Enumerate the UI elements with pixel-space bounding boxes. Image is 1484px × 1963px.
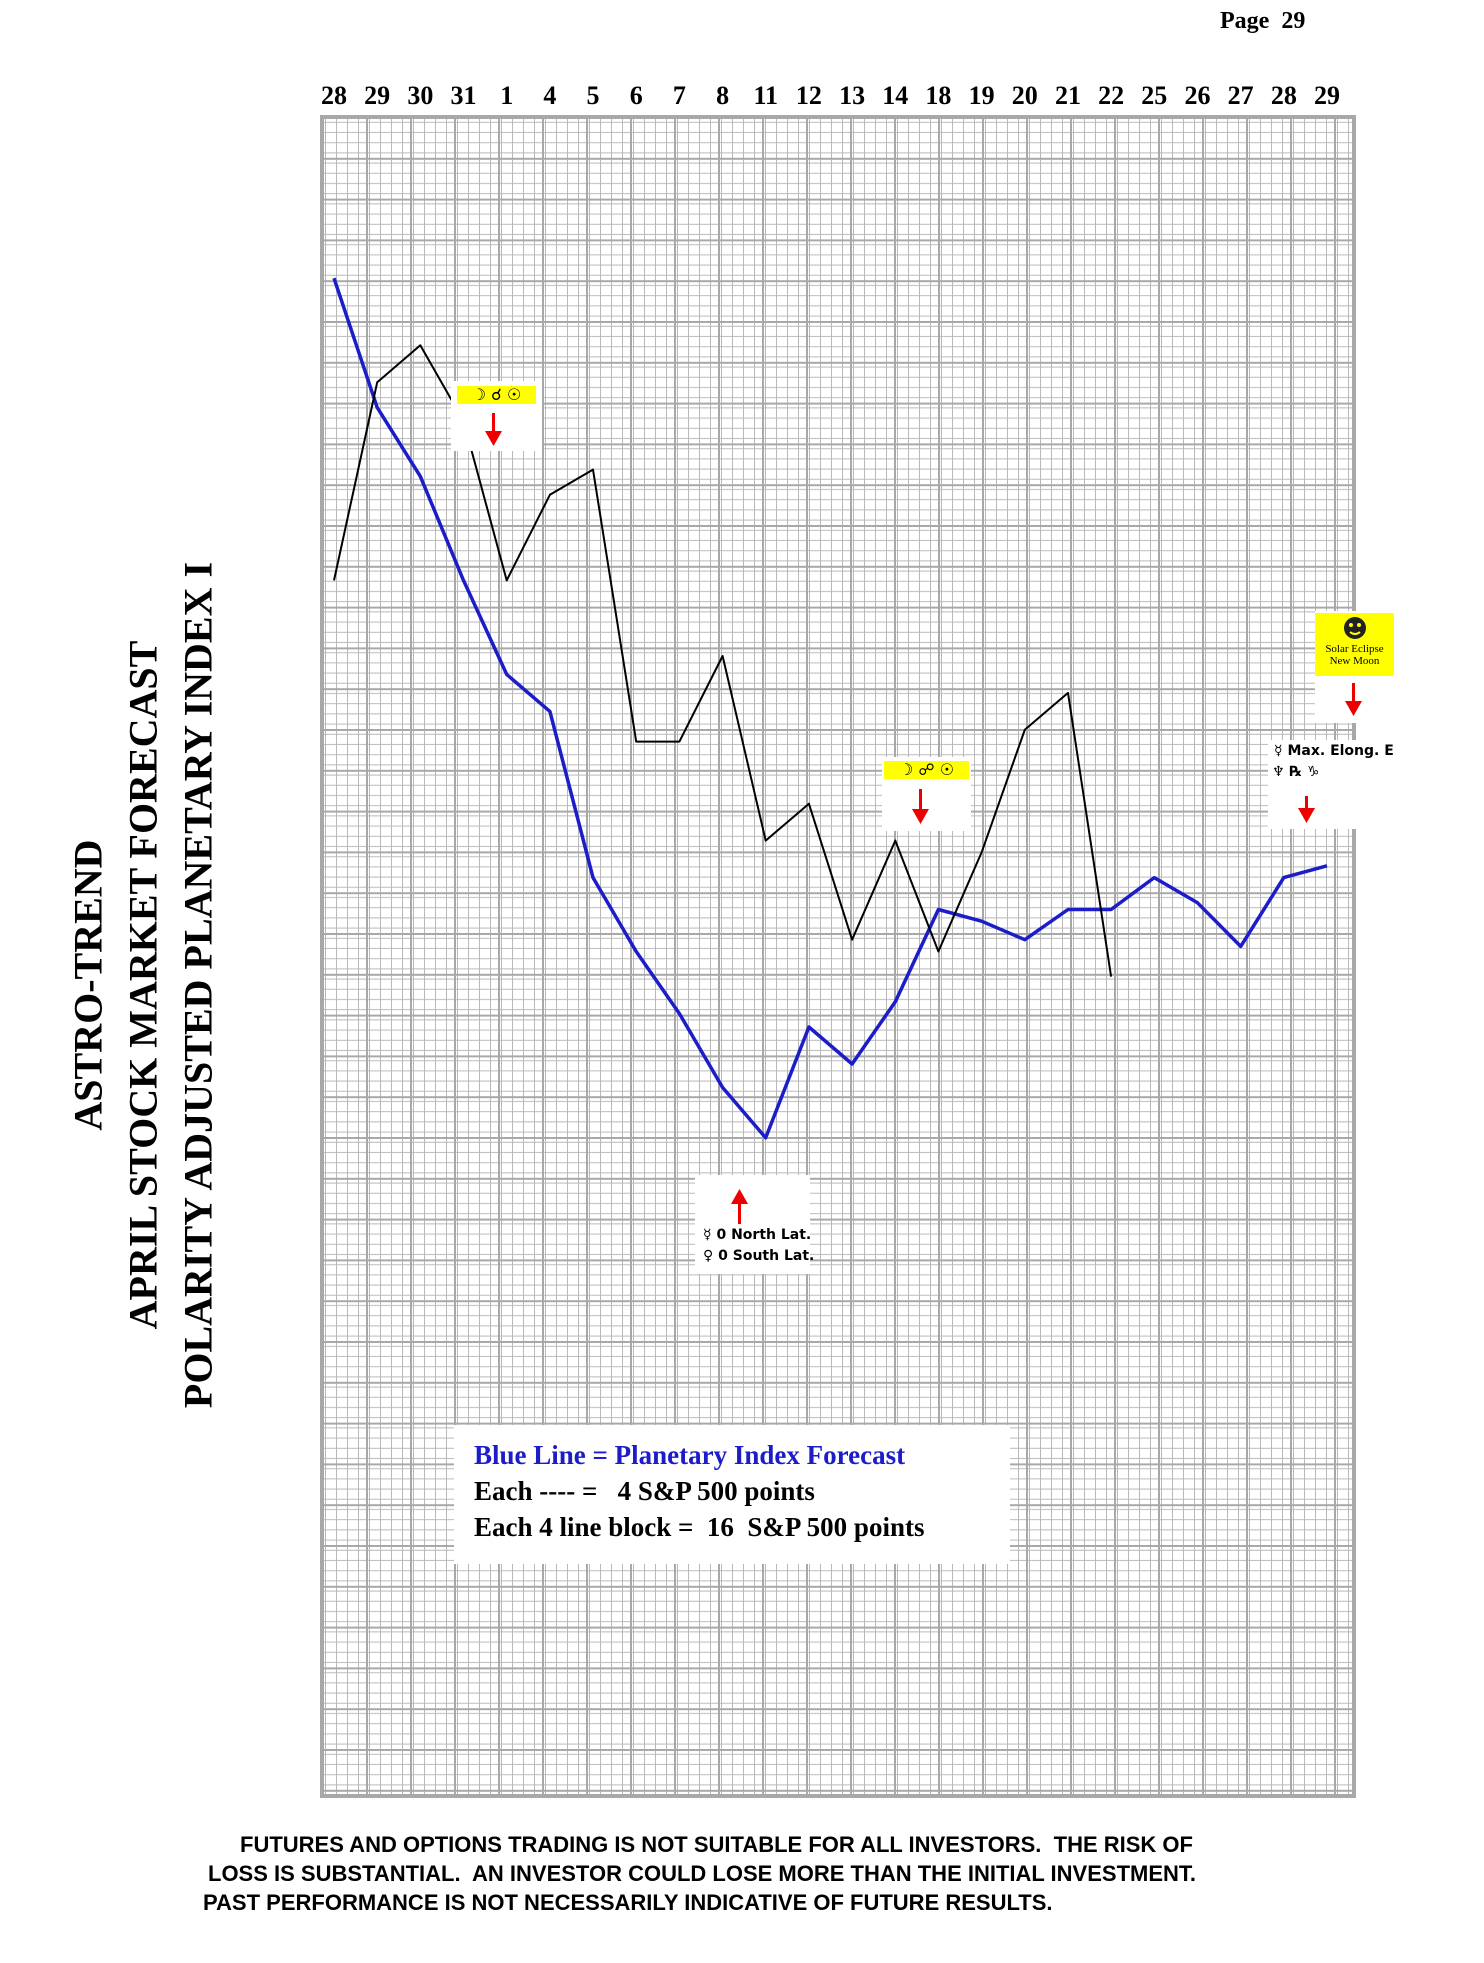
legend-line: Each 4 line block = 16 S&P 500 points [474, 1512, 925, 1542]
annotation: New Moon [1329, 655, 1380, 667]
x-tick-label: 13 [839, 81, 865, 110]
x-tick-label: 27 [1228, 81, 1254, 110]
annotation: ♆ ℞ ♑ [1272, 764, 1320, 780]
x-tick-label: 28 [1271, 81, 1297, 110]
x-tick-label: 20 [1012, 81, 1038, 110]
x-tick-label: 14 [882, 81, 908, 110]
series-line [332, 277, 1328, 1140]
legend: Blue Line = Planetary Index Forecast Eac… [454, 1425, 1010, 1564]
x-tick-label: 19 [969, 81, 995, 110]
disclaimer-line: FUTURES AND OPTIONS TRADING IS NOT SUITA… [240, 1832, 1193, 1857]
x-tick-label: 29 [1314, 81, 1340, 110]
x-tick-label: 28 [321, 81, 347, 110]
x-tick-label: 1 [500, 81, 513, 110]
x-tick-label: 12 [796, 81, 822, 110]
x-tick-label: 31 [451, 81, 477, 110]
annotation: ☿ Max. Elong. E [1274, 743, 1394, 759]
annotation-box: ☿ 0 North Lat. ♀ 0 South Lat. [695, 1175, 814, 1274]
sun-icon [1343, 617, 1366, 639]
annotation: ☽ ☌ ☉ [457, 386, 536, 404]
annotation: ☿ 0 North Lat. [703, 1227, 812, 1243]
x-tick-label: 22 [1098, 81, 1124, 110]
x-tick-label: 11 [753, 81, 778, 110]
x-tick-label: 29 [364, 81, 390, 110]
legend-line: Each ---- = 4 S&P 500 points [474, 1476, 815, 1506]
legend-line: Blue Line = Planetary Index Forecast [474, 1440, 906, 1470]
annotation-box: Solar Eclipse New Moon [1315, 611, 1394, 723]
annotation-box: ☿ Max. Elong. E ♆ ℞ ♑ [1268, 740, 1394, 829]
x-tick-label: 30 [407, 81, 433, 110]
disclaimer: FUTURES AND OPTIONS TRADING IS NOT SUITA… [0, 1830, 1484, 1917]
x-tick-label: 18 [925, 81, 951, 110]
disclaimer-line: LOSS IS SUBSTANTIAL. AN INVESTOR COULD L… [208, 1861, 1197, 1886]
x-tick-label: 5 [587, 81, 600, 110]
x-tick-label: 26 [1184, 81, 1210, 110]
x-tick-label: 6 [630, 81, 643, 110]
annotation: ♀ 0 South Lat. [703, 1248, 815, 1264]
annotation-box: ☽ ☍ ☉ [882, 757, 971, 831]
x-tick-label: 25 [1141, 81, 1167, 110]
disclaimer-line: PAST PERFORMANCE IS NOT NECESSARILY INDI… [203, 1890, 1053, 1915]
annotation-highlight: Solar Eclipse New Moon [1315, 613, 1394, 676]
annotation-box: ☽ ☌ ☉ [451, 381, 542, 451]
annotation: ☽ ☍ ☉ [884, 761, 969, 779]
x-tick-label: 7 [673, 81, 686, 110]
x-tick-label: 8 [716, 81, 729, 110]
x-tick-label: 4 [543, 81, 556, 110]
annotation: Solar Eclipse [1325, 643, 1384, 655]
page-label: Page 29 [1220, 8, 1306, 34]
x-tick-label: 21 [1055, 81, 1081, 110]
